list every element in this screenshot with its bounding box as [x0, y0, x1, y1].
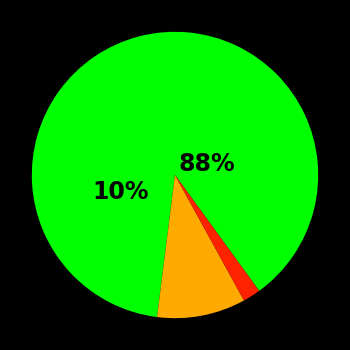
Wedge shape — [157, 175, 244, 318]
Text: 88%: 88% — [178, 152, 235, 176]
Wedge shape — [175, 175, 259, 300]
Wedge shape — [32, 32, 318, 317]
Text: 10%: 10% — [92, 180, 149, 204]
